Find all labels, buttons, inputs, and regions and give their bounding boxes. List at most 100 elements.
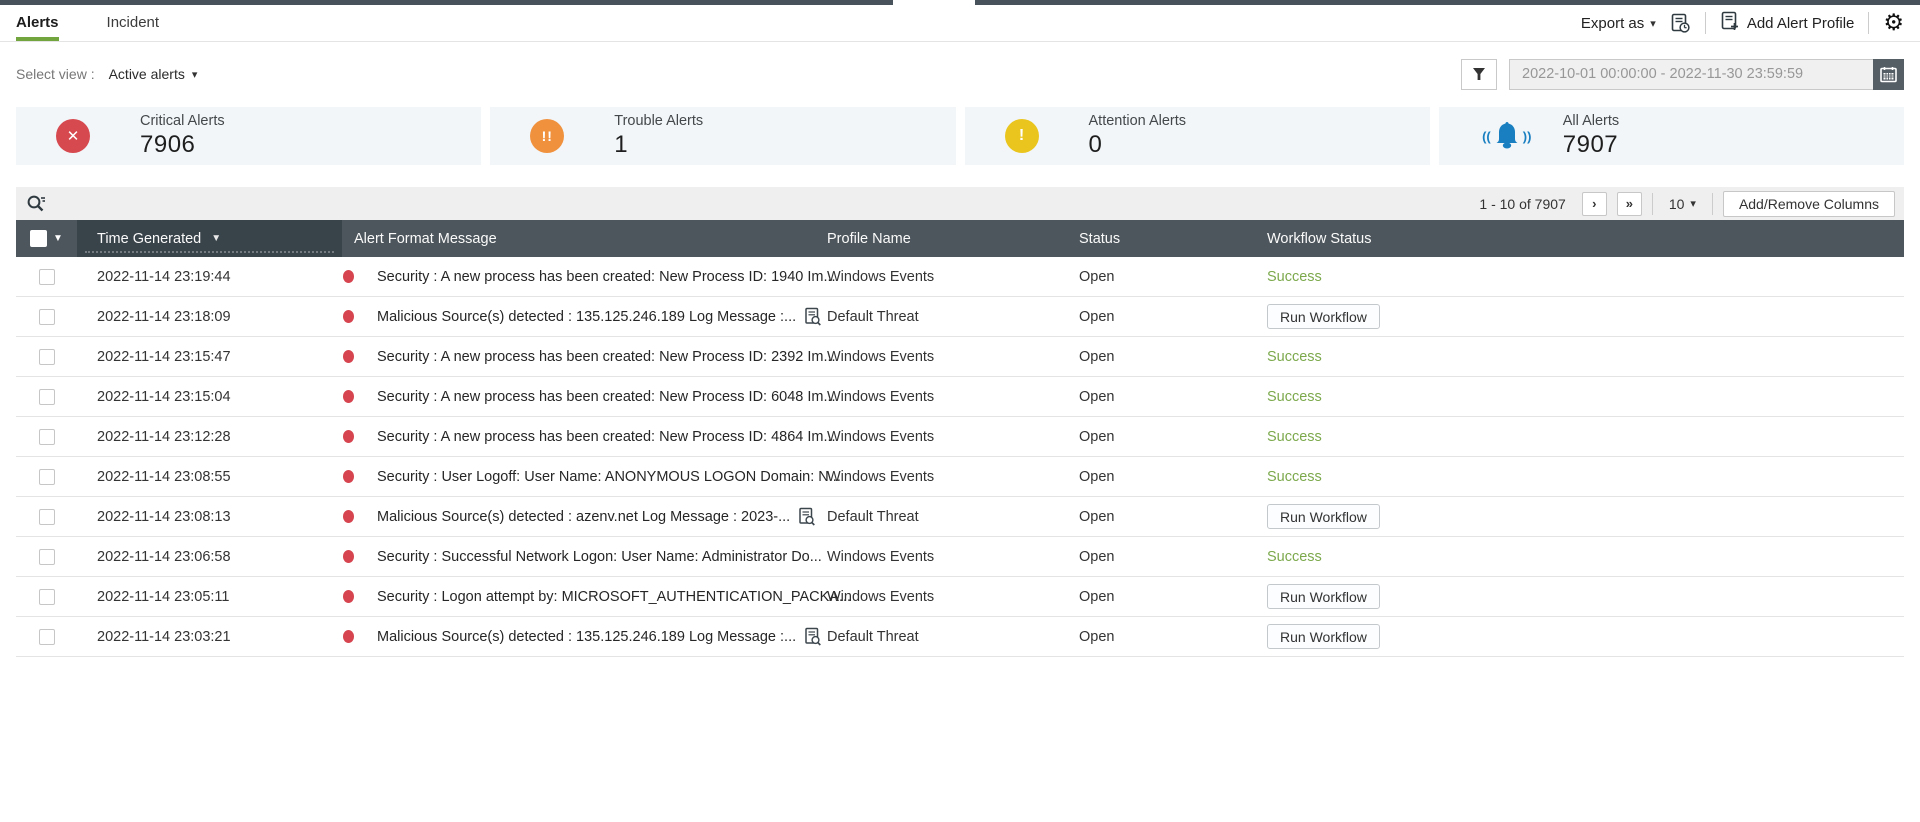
row-checkbox[interactable] <box>38 508 55 525</box>
table-row[interactable]: 2022-11-14 23:15:04 Security : A new pro… <box>16 377 1904 417</box>
calendar-button[interactable] <box>1873 58 1904 90</box>
select-all-checkbox[interactable] <box>30 230 48 247</box>
chevron-down-icon: ▾ <box>1690 198 1696 210</box>
alert-time: 2022-11-14 23:15:04 <box>97 388 231 405</box>
row-checkbox[interactable] <box>38 348 55 365</box>
page-size-value: 10 <box>1668 195 1685 212</box>
all-alerts-card[interactable]: (( )) All Alerts 7907 <box>1438 107 1904 165</box>
row-checkbox[interactable] <box>38 388 55 405</box>
column-header-status[interactable]: Status <box>1077 220 1265 257</box>
alert-status: Open <box>1079 268 1115 285</box>
alert-message-cell: Security : A new process has been create… <box>342 417 836 456</box>
table-row[interactable]: 2022-11-14 23:08:55 Security : User Logo… <box>16 457 1904 497</box>
alert-time: 2022-11-14 23:08:55 <box>97 468 231 485</box>
log-search-icon[interactable] <box>798 507 816 526</box>
export-as-button[interactable]: Export as ▾ <box>1581 15 1656 32</box>
column-header-time-generated[interactable]: Time Generated ▼ <box>77 220 342 257</box>
card-label: Trouble Alerts <box>614 113 704 129</box>
schedule-report-icon[interactable] <box>1670 13 1691 34</box>
workflow-status-cell: Success <box>1265 377 1904 416</box>
row-checkbox-cell <box>16 297 77 336</box>
column-label: Workflow Status <box>1267 230 1372 247</box>
page-size-select[interactable]: 10 ▾ <box>1663 196 1702 212</box>
table-row[interactable]: 2022-11-14 23:03:21 Malicious Source(s) … <box>16 617 1904 657</box>
next-page-button[interactable]: › <box>1581 191 1607 216</box>
log-search-icon[interactable] <box>804 627 822 646</box>
card-label: Critical Alerts <box>140 113 225 129</box>
column-header-profile-name[interactable]: Profile Name <box>825 220 1077 257</box>
column-header-workflow-status[interactable]: Workflow Status <box>1265 220 1904 257</box>
trouble-alerts-card[interactable]: !! Trouble Alerts 1 <box>490 107 956 165</box>
table-row[interactable]: 2022-11-14 23:15:47 Security : A new pro… <box>16 337 1904 377</box>
column-header-alert-format-message[interactable]: Alert Format Message <box>342 220 825 257</box>
row-checkbox[interactable] <box>38 548 55 565</box>
export-as-label: Export as <box>1580 14 1645 32</box>
top-strip-notch <box>893 0 975 5</box>
workflow-success-label: Success <box>1267 268 1322 285</box>
workflow-success-label: Success <box>1267 468 1322 485</box>
tab-alerts[interactable]: Alerts <box>16 5 59 41</box>
severity-dot-icon <box>343 270 354 283</box>
alert-time: 2022-11-14 23:19:44 <box>97 268 231 285</box>
alert-time: 2022-11-14 23:18:09 <box>97 308 231 325</box>
table-body: 2022-11-14 23:19:44 Security : A new pro… <box>16 257 1904 657</box>
log-search-icon[interactable] <box>804 307 822 326</box>
attention-alerts-card[interactable]: ! Attention Alerts 0 <box>964 107 1430 165</box>
row-checkbox-cell <box>16 257 77 296</box>
view-select[interactable]: Active alerts ▾ <box>109 66 198 82</box>
row-checkbox[interactable] <box>38 588 55 605</box>
row-checkbox-cell <box>16 617 77 656</box>
run-workflow-button[interactable]: Run Workflow <box>1267 584 1380 609</box>
run-workflow-button[interactable]: Run Workflow <box>1267 624 1380 649</box>
table-row[interactable]: 2022-11-14 23:06:58 Security : Successfu… <box>16 537 1904 577</box>
card-value: 7907 <box>1562 131 1619 158</box>
add-remove-columns-button[interactable]: Add/Remove Columns <box>1722 190 1895 217</box>
severity-dot-icon <box>343 470 354 483</box>
column-label: Status <box>1079 230 1121 247</box>
alert-status: Open <box>1079 468 1115 485</box>
filter-funnel-button[interactable] <box>1461 58 1497 90</box>
run-workflow-button[interactable]: Run Workflow <box>1267 304 1380 329</box>
alert-status: Open <box>1079 388 1115 405</box>
date-filter-group <box>1461 58 1904 90</box>
alert-time: 2022-11-14 23:08:13 <box>97 508 231 525</box>
table-row[interactable]: 2022-11-14 23:12:28 Security : A new pro… <box>16 417 1904 457</box>
tabbar-actions: Export as ▾ Add Alert Profile ⚙ <box>1581 5 1904 41</box>
severity-dot-icon <box>343 430 354 443</box>
row-checkbox[interactable] <box>38 428 55 445</box>
row-checkbox-cell <box>16 417 77 456</box>
search-icon[interactable] <box>25 193 47 215</box>
pagination-label: 1 - 10 of 7907 <box>1479 195 1566 212</box>
row-checkbox[interactable] <box>38 468 55 485</box>
alert-status: Open <box>1079 628 1115 645</box>
select-view-label: Select view : <box>16 66 95 82</box>
row-checkbox[interactable] <box>38 268 55 285</box>
table-row[interactable]: 2022-11-14 23:05:11 Security : Logon att… <box>16 577 1904 617</box>
run-workflow-button[interactable]: Run Workflow <box>1267 504 1380 529</box>
tab-incident[interactable]: Incident <box>106 14 160 31</box>
table-row[interactable]: 2022-11-14 23:08:13 Malicious Source(s) … <box>16 497 1904 537</box>
workflow-success-label: Success <box>1267 348 1322 365</box>
workflow-status-cell: Success <box>1265 257 1904 296</box>
date-range-input[interactable] <box>1509 58 1873 90</box>
table-row[interactable]: 2022-11-14 23:18:09 Malicious Source(s) … <box>16 297 1904 337</box>
gear-icon[interactable]: ⚙ <box>1883 9 1904 36</box>
critical-alerts-card[interactable]: ✕ Critical Alerts 7906 <box>16 107 482 165</box>
alert-message-cell: Security : Successful Network Logon: Use… <box>342 537 825 576</box>
calendar-icon <box>1880 66 1897 82</box>
last-page-button[interactable]: » <box>1616 191 1642 216</box>
card-value: 0 <box>1088 131 1103 158</box>
row-checkbox[interactable] <box>38 628 55 645</box>
alert-time: 2022-11-14 23:06:58 <box>97 548 231 565</box>
add-alert-profile-button[interactable]: Add Alert Profile <box>1720 11 1854 36</box>
row-checkbox[interactable] <box>38 308 55 325</box>
toolbar-right: 1 - 10 of 7907 › » 10 ▾ Add/Remove Colum… <box>1479 190 1895 217</box>
summary-cards: ✕ Critical Alerts 7906 !! Trouble Alerts… <box>16 107 1904 165</box>
select-menu-caret-icon[interactable]: ▼ <box>53 233 63 244</box>
filter-row: Select view : Active alerts ▾ <box>0 58 1920 90</box>
row-checkbox-cell <box>16 377 77 416</box>
profile-name: Windows Events <box>827 348 935 365</box>
card-label: All Alerts <box>1562 113 1620 129</box>
severity-dot-icon <box>343 350 354 363</box>
table-row[interactable]: 2022-11-14 23:19:44 Security : A new pro… <box>16 257 1904 297</box>
